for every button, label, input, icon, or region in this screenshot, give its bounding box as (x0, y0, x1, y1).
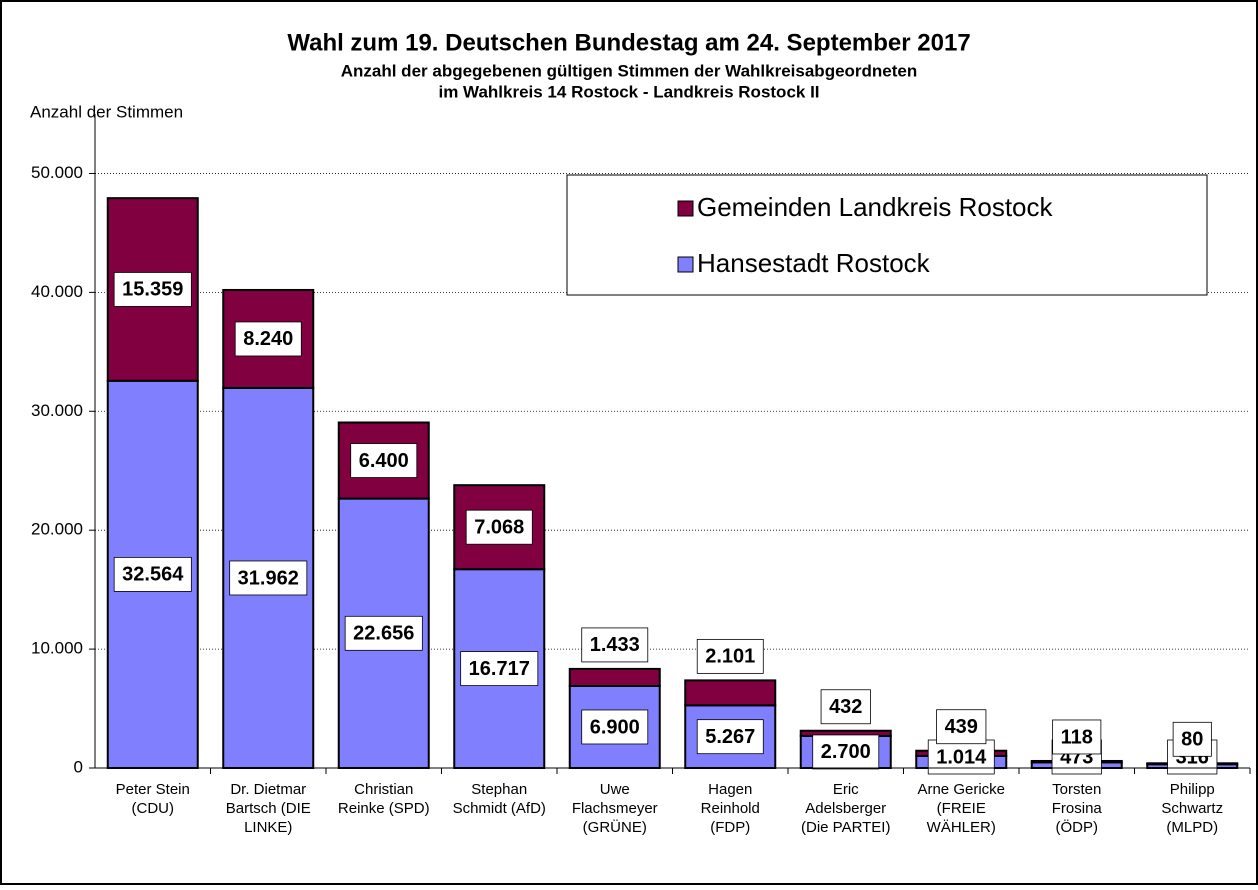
x-tick-label: (Die PARTEI) (801, 819, 890, 836)
value-label: 1.433 (581, 627, 649, 663)
value-label: 80 (1172, 721, 1212, 757)
value-label: 6.400 (350, 443, 418, 478)
value-label-box (820, 689, 871, 725)
value-label-text: 2.101 (705, 646, 755, 668)
value-label-box (696, 638, 764, 674)
value-label-text: 31.962 (238, 567, 299, 589)
value-label-text: 6.900 (590, 716, 640, 738)
x-tick-label: Arne Gericke (917, 781, 1005, 798)
y-tick-label: 50.000 (31, 163, 83, 182)
value-label: 2.700 (812, 734, 880, 770)
bar-segment (568, 667, 661, 687)
legend-label: Hansestadt Rostock (697, 248, 931, 278)
value-label-box (344, 615, 423, 651)
x-tick-label: (ÖDP) (1056, 818, 1099, 836)
value-label-box (465, 509, 533, 545)
legend-label: Gemeinden Landkreis Rostock (697, 192, 1054, 222)
value-label-text: 5.267 (705, 726, 755, 748)
value-label-box (581, 709, 649, 745)
x-tick-label: LINKE) (244, 819, 292, 836)
chart-subtitle: Anzahl der abgegebenen gültigen Stimmen … (341, 61, 918, 80)
value-label: 7.068 (465, 509, 533, 545)
x-tick-label: Dr. Dietmar (230, 781, 306, 798)
value-label-text: 6.400 (359, 450, 409, 472)
x-tick-label: (FREIE (937, 800, 986, 817)
value-label-box (460, 651, 539, 687)
legend: Gemeinden Landkreis Rostock Hansestadt Ro… (566, 174, 1208, 296)
x-tick-label: Hagen (708, 781, 752, 798)
value-label-box (350, 443, 418, 478)
value-label: 2.101 (696, 638, 764, 674)
value-label: 118 (1052, 719, 1102, 755)
x-tick-label: Adelsberger (805, 800, 886, 817)
value-label-text: 439 (945, 716, 978, 738)
x-tick-label: Torsten (1052, 781, 1101, 798)
value-label-box (1172, 721, 1212, 757)
value-label-text: 16.717 (469, 658, 530, 680)
x-tick-label: Schmidt (AfD) (453, 800, 546, 817)
x-tick-label: (MLPD) (1166, 819, 1218, 836)
value-label: 16.717 (460, 651, 539, 687)
value-label: 31.962 (229, 560, 308, 596)
x-tick-label: (CDU) (132, 800, 175, 817)
value-label-text: 2.700 (821, 741, 871, 763)
value-label-text: 22.656 (353, 623, 414, 645)
value-label-text: 432 (829, 696, 862, 718)
value-label-box (936, 709, 987, 745)
legend-box (566, 174, 1208, 296)
x-tick-label: Schwartz (1161, 800, 1223, 817)
y-tick-label: 30.000 (31, 401, 83, 420)
value-label: 432 (820, 689, 871, 725)
value-label-text: 7.068 (474, 516, 524, 538)
value-label: 6.900 (581, 709, 649, 745)
y-tick-label: 20.000 (31, 520, 83, 539)
y-tick-label: 0 (74, 757, 83, 776)
value-label: 439 (936, 709, 987, 745)
value-label-text: 1.433 (590, 634, 640, 656)
value-label: 22.656 (344, 615, 423, 651)
x-tick-label: Peter Stein (116, 781, 190, 798)
value-label-text: 32.564 (122, 564, 184, 586)
value-label-text: 8.240 (243, 328, 293, 350)
value-label-box (113, 556, 192, 592)
x-tick-label: WÄHLER) (927, 819, 996, 836)
y-axis-label: Anzahl der Stimmen (30, 102, 183, 121)
value-label-text: 1.014 (936, 746, 987, 768)
value-label-box (1052, 719, 1102, 755)
x-tick-label: (FDP) (710, 819, 750, 836)
x-tick-label: Philipp (1170, 781, 1215, 798)
chart-title: Wahl zum 19. Deutschen Bundestag am 24. … (287, 29, 970, 56)
x-tick-label: Reinke (SPD) (338, 800, 430, 817)
x-tick-label: Uwe (600, 781, 630, 798)
value-label-box (696, 719, 764, 755)
y-tick-label: 40.000 (31, 282, 83, 301)
value-label-box (229, 560, 308, 596)
value-label: 8.240 (234, 321, 302, 357)
x-tick-label: Flachsmeyer (572, 800, 658, 817)
x-tick-label: (GRÜNE) (583, 818, 647, 836)
value-label: 1.014 (927, 739, 995, 775)
value-label-box (234, 321, 302, 357)
x-tick-label: Eric (833, 781, 859, 798)
x-tick-label: Reinhold (701, 800, 760, 817)
value-label-text: 15.359 (122, 279, 183, 301)
bar-segment (684, 679, 777, 707)
value-label-box (113, 272, 192, 307)
value-label-box (581, 627, 649, 663)
x-tick-label: Christian (354, 781, 413, 798)
legend-swatch (677, 200, 694, 217)
value-label-text: 80 (1181, 729, 1203, 751)
value-label: 15.359 (113, 272, 192, 307)
y-tick-label: 10.000 (31, 639, 83, 658)
chart-subtitle: im Wahlkreis 14 Rostock - Landkreis Rost… (438, 82, 819, 101)
value-label: 5.267 (696, 719, 764, 755)
x-tick-label: Stephan (471, 781, 527, 798)
value-label-text: 118 (1061, 726, 1093, 748)
x-tick-label: Bartsch (DIE (226, 800, 311, 817)
value-label-box (812, 734, 880, 770)
legend-swatch (677, 256, 694, 273)
value-label: 32.564 (113, 556, 192, 592)
x-tick-label: Frosina (1052, 800, 1103, 817)
